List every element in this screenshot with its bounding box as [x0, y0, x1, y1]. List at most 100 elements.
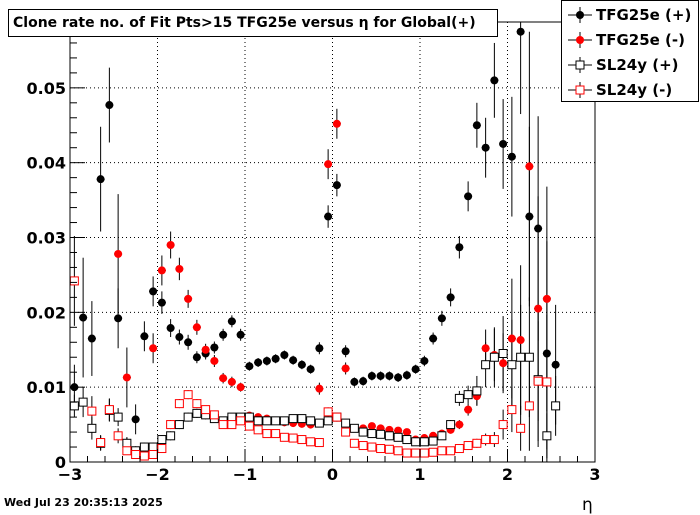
data-point: [78, 397, 88, 407]
data-point: [227, 317, 236, 326]
data-point: [289, 356, 298, 365]
y-tick-label: 0.03: [27, 229, 66, 248]
data-point: [254, 358, 263, 367]
x-tick-label: −2: [145, 465, 170, 484]
data-point: [122, 373, 131, 382]
data-point: [376, 444, 386, 454]
data-point: [271, 429, 281, 439]
data-point: [341, 347, 350, 356]
data-point: [227, 420, 237, 430]
data-point: [175, 264, 184, 273]
data-point: [96, 438, 106, 448]
data-point: [534, 224, 543, 233]
data-point: [402, 448, 412, 458]
data-point: [104, 405, 114, 415]
x-tick-label: −3: [58, 465, 83, 484]
data-point: [122, 446, 132, 456]
data-point: [174, 399, 184, 409]
data-point: [297, 435, 307, 445]
data-point: [279, 416, 289, 426]
data-point: [245, 362, 254, 371]
chart-title: Clone rate no. of Fit Pts>15 TFG25e vers…: [8, 9, 498, 37]
data-point: [499, 139, 508, 148]
data-point: [367, 422, 376, 431]
data-point: [219, 374, 228, 383]
data-point: [201, 345, 210, 354]
data-point: [446, 420, 456, 430]
data-point: [157, 435, 167, 445]
data-point: [489, 435, 499, 445]
data-point: [288, 433, 298, 443]
data-point: [332, 412, 342, 422]
legend-label: SL24y (-): [596, 81, 673, 99]
data-point: [271, 416, 281, 426]
data-point: [323, 407, 333, 417]
data-point: [481, 143, 490, 152]
data-point: [525, 162, 534, 171]
data-point: [297, 360, 306, 369]
data-point: [349, 438, 359, 448]
legend-label: TFG25e (-): [596, 31, 685, 49]
legend-label: SL24y (+): [596, 56, 679, 74]
data-point: [113, 431, 123, 441]
data-point: [524, 352, 534, 362]
data-point: [332, 119, 341, 128]
data-point: [87, 406, 97, 416]
data-point: [358, 427, 368, 437]
data-point: [393, 432, 403, 442]
data-point: [507, 360, 517, 370]
data-point: [314, 418, 324, 428]
data-point: [358, 441, 368, 451]
data-point: [139, 451, 149, 461]
axis-ticks: [69, 27, 596, 463]
data-point: [219, 330, 228, 339]
data-point: [262, 429, 272, 439]
data-point: [393, 446, 403, 456]
data-point: [489, 352, 499, 362]
data-point: [113, 412, 123, 422]
data-point: [314, 438, 324, 448]
data-point: [498, 420, 508, 430]
data-point: [367, 429, 377, 439]
legend-entry-tfg25e-plus: TFG25e (+): [562, 3, 698, 27]
data-point: [227, 412, 237, 422]
data-point: [428, 436, 438, 446]
data-point: [149, 344, 158, 353]
x-tick-label: 3: [589, 465, 600, 484]
data-point: [411, 448, 421, 458]
data-point: [105, 101, 114, 110]
data-point: [236, 330, 245, 339]
data-point: [349, 423, 359, 433]
data-point: [166, 240, 175, 249]
data-point: [96, 175, 105, 184]
data-point: [516, 352, 526, 362]
data-point: [122, 438, 132, 448]
data-point: [253, 416, 263, 426]
data-point: [350, 377, 359, 386]
data-point: [463, 441, 473, 451]
data-point: [192, 399, 202, 409]
data-point: [481, 435, 491, 445]
data-point: [384, 431, 394, 441]
data-point: [507, 405, 517, 415]
data-point: [542, 431, 552, 441]
data-point: [209, 410, 219, 420]
data-point: [114, 249, 123, 258]
data-point: [131, 450, 141, 460]
data-point: [472, 121, 481, 130]
data-point: [428, 447, 438, 457]
data-point: [490, 76, 499, 85]
data-point: [446, 293, 455, 302]
data-point: [516, 336, 525, 345]
legend-label: TFG25e (+): [596, 6, 692, 24]
data-point: [253, 425, 263, 435]
data-point: [551, 401, 561, 411]
x-tick-label: 2: [502, 465, 513, 484]
data-point: [280, 350, 289, 359]
data-point: [324, 160, 333, 169]
data-point: [376, 371, 385, 380]
data-point: [533, 376, 543, 386]
data-point: [271, 354, 280, 363]
data-point: [218, 420, 228, 430]
